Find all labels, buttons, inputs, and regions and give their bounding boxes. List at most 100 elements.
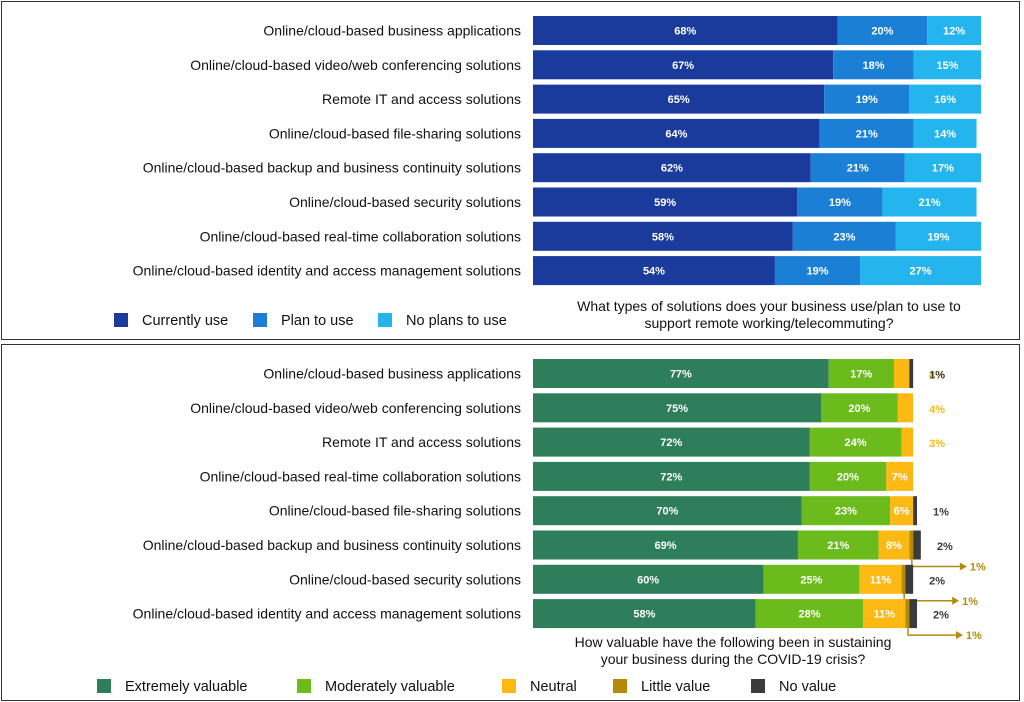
data-label: 70% <box>656 506 678 518</box>
category-label: Online/cloud-based identity and access m… <box>133 263 521 279</box>
bar-segment <box>533 461 810 491</box>
bar-segment <box>904 153 981 183</box>
bar-segment <box>909 530 914 560</box>
data-label: 20% <box>871 26 893 38</box>
data-label: 25% <box>800 574 822 586</box>
data-label: 23% <box>833 231 855 243</box>
data-label: 3% <box>929 438 945 450</box>
legend-swatch <box>751 679 765 693</box>
data-label: 21% <box>827 540 849 552</box>
bar-segment <box>763 564 860 594</box>
bar-segment <box>909 84 981 114</box>
legend-swatch <box>253 313 267 327</box>
bar-segment <box>792 221 896 251</box>
bar-segment <box>533 16 838 45</box>
data-label: 58% <box>633 609 655 621</box>
bar-segment <box>533 427 810 457</box>
bar-segment <box>533 187 798 217</box>
data-label: 8% <box>886 540 902 552</box>
category-label: Online/cloud-based business applications <box>263 366 521 382</box>
data-label: 54% <box>643 266 665 278</box>
legend-label: Plan to use <box>281 313 354 329</box>
data-label: 1% <box>933 507 949 519</box>
category-label: Online/cloud-based security solutions <box>289 571 521 587</box>
legend-label: Extremely valuable <box>125 679 248 695</box>
data-label: 21% <box>856 128 878 140</box>
category-label: Online/cloud-based video/web conferencin… <box>190 400 521 416</box>
data-label: 19% <box>927 231 949 243</box>
legend-label: Moderately valuable <box>325 679 455 695</box>
data-label: 12% <box>943 26 965 38</box>
category-label: Remote IT and access solutions <box>322 434 521 450</box>
chart-question: What types of solutions does your busine… <box>577 298 961 314</box>
data-label: 75% <box>666 403 688 415</box>
bar-segment <box>860 256 981 286</box>
data-label: 62% <box>661 163 683 175</box>
data-label: 64% <box>665 128 687 140</box>
data-label: 6% <box>894 506 910 518</box>
bar-segment <box>819 118 914 148</box>
chart-panel-value: Online/cloud-based business applications… <box>1 344 1020 701</box>
data-label: 72% <box>660 471 682 483</box>
data-label: 24% <box>845 437 867 449</box>
category-label: Online/cloud-based file-sharing solution… <box>269 503 521 519</box>
bar-segment <box>809 427 902 457</box>
data-label: 4% <box>929 404 945 416</box>
data-label: 58% <box>652 231 674 243</box>
data-label: 1% <box>962 596 978 608</box>
bar-segment <box>882 187 977 217</box>
bar-segment <box>886 461 914 491</box>
bar-segment <box>905 564 914 594</box>
data-label: 60% <box>637 574 659 586</box>
bar-segment <box>533 564 764 594</box>
legend-label: Little value <box>641 679 710 695</box>
bar-segment <box>909 359 914 388</box>
legend-swatch <box>378 313 392 327</box>
bar-segment <box>897 393 914 423</box>
bar-segment <box>821 393 898 423</box>
bar-segment <box>927 16 981 45</box>
legend-label: Neutral <box>530 679 577 695</box>
category-label: Online/cloud-based backup and business c… <box>143 537 521 553</box>
bar-segment <box>801 496 891 526</box>
legend-label: No plans to use <box>406 313 507 329</box>
bar-segment <box>824 84 910 114</box>
data-label: 1% <box>929 370 945 382</box>
bar-segment <box>909 599 917 629</box>
category-label: Remote IT and access solutions <box>322 91 521 107</box>
bar-segment <box>533 530 798 560</box>
data-label: 4% <box>929 370 945 382</box>
data-label: 68% <box>674 26 696 38</box>
bar-segment <box>533 393 821 423</box>
category-label: Online/cloud-based real-time collaborati… <box>200 228 521 244</box>
data-label: 77% <box>670 369 692 381</box>
bar-segment <box>895 221 981 251</box>
bar-segment <box>533 84 825 114</box>
bar-segment <box>905 599 910 629</box>
bar-segment <box>533 496 802 526</box>
data-label: 17% <box>932 163 954 175</box>
data-label: 69% <box>654 540 676 552</box>
data-label: 21% <box>918 197 940 209</box>
bar-segment <box>774 256 861 286</box>
data-label: 21% <box>847 163 869 175</box>
bar-segment <box>837 16 928 45</box>
bar-segment <box>533 359 829 388</box>
data-label: 1% <box>970 562 986 574</box>
callout-arrow <box>959 562 967 571</box>
data-label: 20% <box>848 403 870 415</box>
bar-segment <box>797 530 879 560</box>
bar-segment <box>809 461 887 491</box>
data-label: 20% <box>837 471 859 483</box>
callout-line <box>907 626 956 636</box>
bar-segment <box>833 50 914 80</box>
bar-segment <box>863 599 906 629</box>
data-label: 16% <box>934 94 956 106</box>
bar-segment <box>901 427 914 457</box>
legend-swatch <box>97 679 111 693</box>
legend-label: No value <box>779 679 836 695</box>
bar-segment <box>533 599 756 629</box>
bar-segment <box>913 530 921 560</box>
data-label: 19% <box>806 266 828 278</box>
data-label: 23% <box>835 506 857 518</box>
